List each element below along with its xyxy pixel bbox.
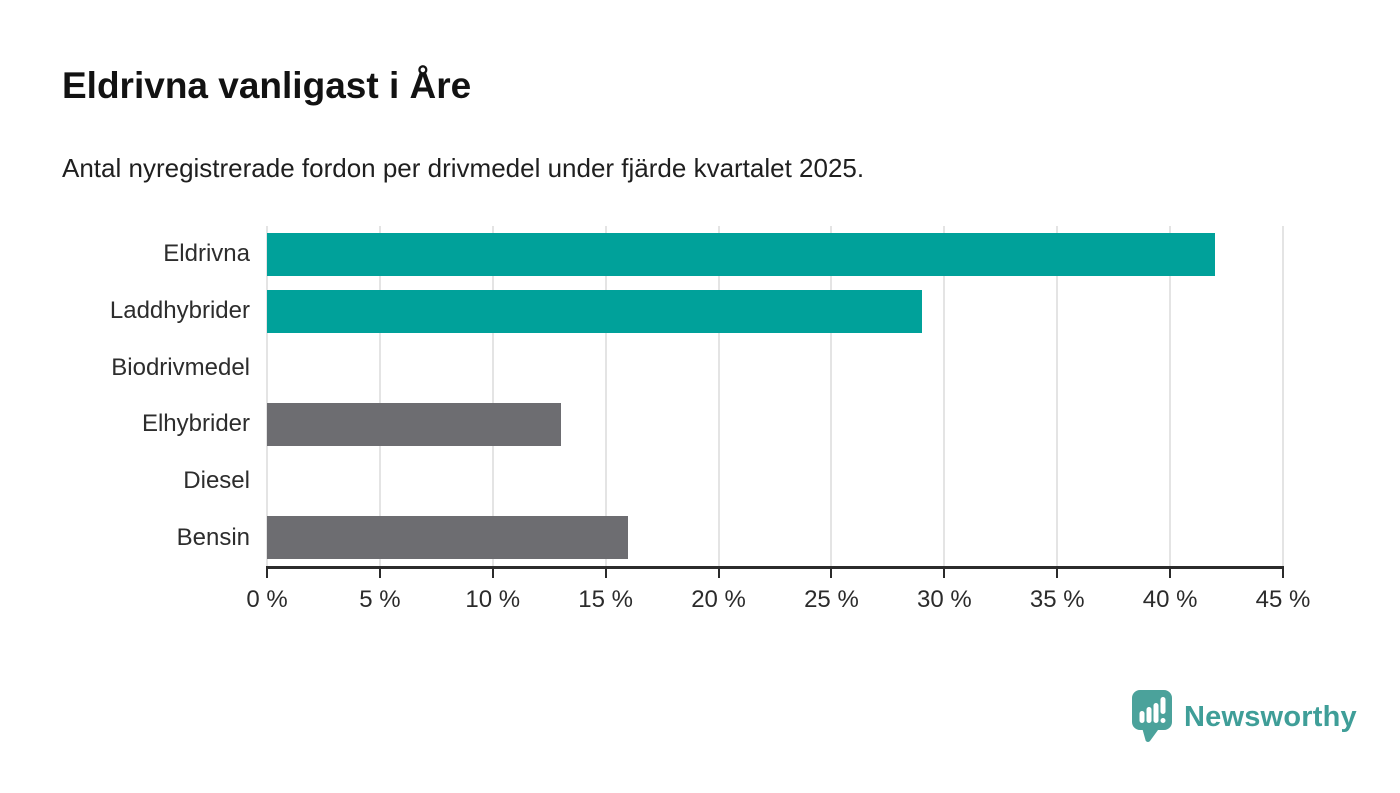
bar-bensin	[267, 516, 629, 560]
chart-subtitle: Antal nyregistrerade fordon per drivmede…	[62, 153, 865, 183]
bar-eldrivna	[267, 232, 1216, 276]
x-axis-tick-label-45: 45 %	[1255, 586, 1311, 613]
gridline-35-percent	[1056, 226, 1059, 566]
x-axis-tick-label-15: 15 %	[578, 586, 633, 613]
gridline-45-percent	[1282, 226, 1284, 566]
x-axis-tick-35	[1056, 569, 1059, 578]
x-axis-tick-30	[943, 569, 946, 578]
x-axis-tick-15	[604, 569, 607, 578]
x-axis-tick-label-0: 0 %	[246, 586, 288, 613]
gridline-20-percent	[717, 226, 720, 566]
newsworthy-logo-icon	[1130, 688, 1174, 746]
category-label-laddhybrider: Laddhybrider	[109, 296, 250, 324]
category-label-biodrivmedel: Biodrivmedel	[111, 353, 250, 381]
x-axis-tick-label-10: 10 %	[465, 586, 521, 613]
x-axis-tick-40	[1169, 569, 1172, 578]
x-axis-tick-label-5: 5 %	[359, 586, 401, 613]
x-axis-tick-5	[378, 569, 381, 578]
x-axis-tick-10	[491, 569, 494, 578]
newsworthy-logo-text: Newsworthy	[1184, 700, 1357, 733]
bar-laddhybrider	[267, 289, 922, 333]
gridline-15-percent	[604, 226, 607, 566]
x-axis-tick-label-25: 25 %	[804, 586, 859, 613]
category-label-eldrivna: Eldrivna	[163, 240, 250, 268]
x-axis-tick-25	[830, 569, 833, 578]
gridline-30-percent	[943, 226, 946, 566]
category-label-diesel: Diesel	[183, 466, 250, 494]
x-axis-tick-0	[266, 569, 268, 578]
gridline-40-percent	[1169, 226, 1172, 566]
gridline-10-percent	[491, 226, 494, 566]
chart-title: Eldrivna vanligast i Åre	[62, 65, 472, 106]
newsworthy-logo[interactable]: Newsworthy	[1130, 688, 1357, 746]
gridline-5-percent	[378, 226, 381, 566]
x-axis-tick-label-35: 35 %	[1029, 586, 1085, 613]
x-axis-tick-label-20: 20 %	[691, 586, 746, 613]
gridline-0-percent	[266, 226, 268, 566]
category-label-bensin: Bensin	[176, 523, 250, 551]
x-axis-line	[266, 566, 1284, 569]
bar-elhybrider	[267, 402, 561, 446]
x-axis-tick-label-40: 40 %	[1142, 586, 1198, 613]
category-label-elhybrider: Elhybrider	[141, 410, 250, 438]
x-axis-tick-45	[1282, 569, 1284, 578]
x-axis-tick-20	[717, 569, 720, 578]
x-axis-tick-label-30: 30 %	[916, 586, 972, 613]
gridline-25-percent	[830, 226, 833, 566]
